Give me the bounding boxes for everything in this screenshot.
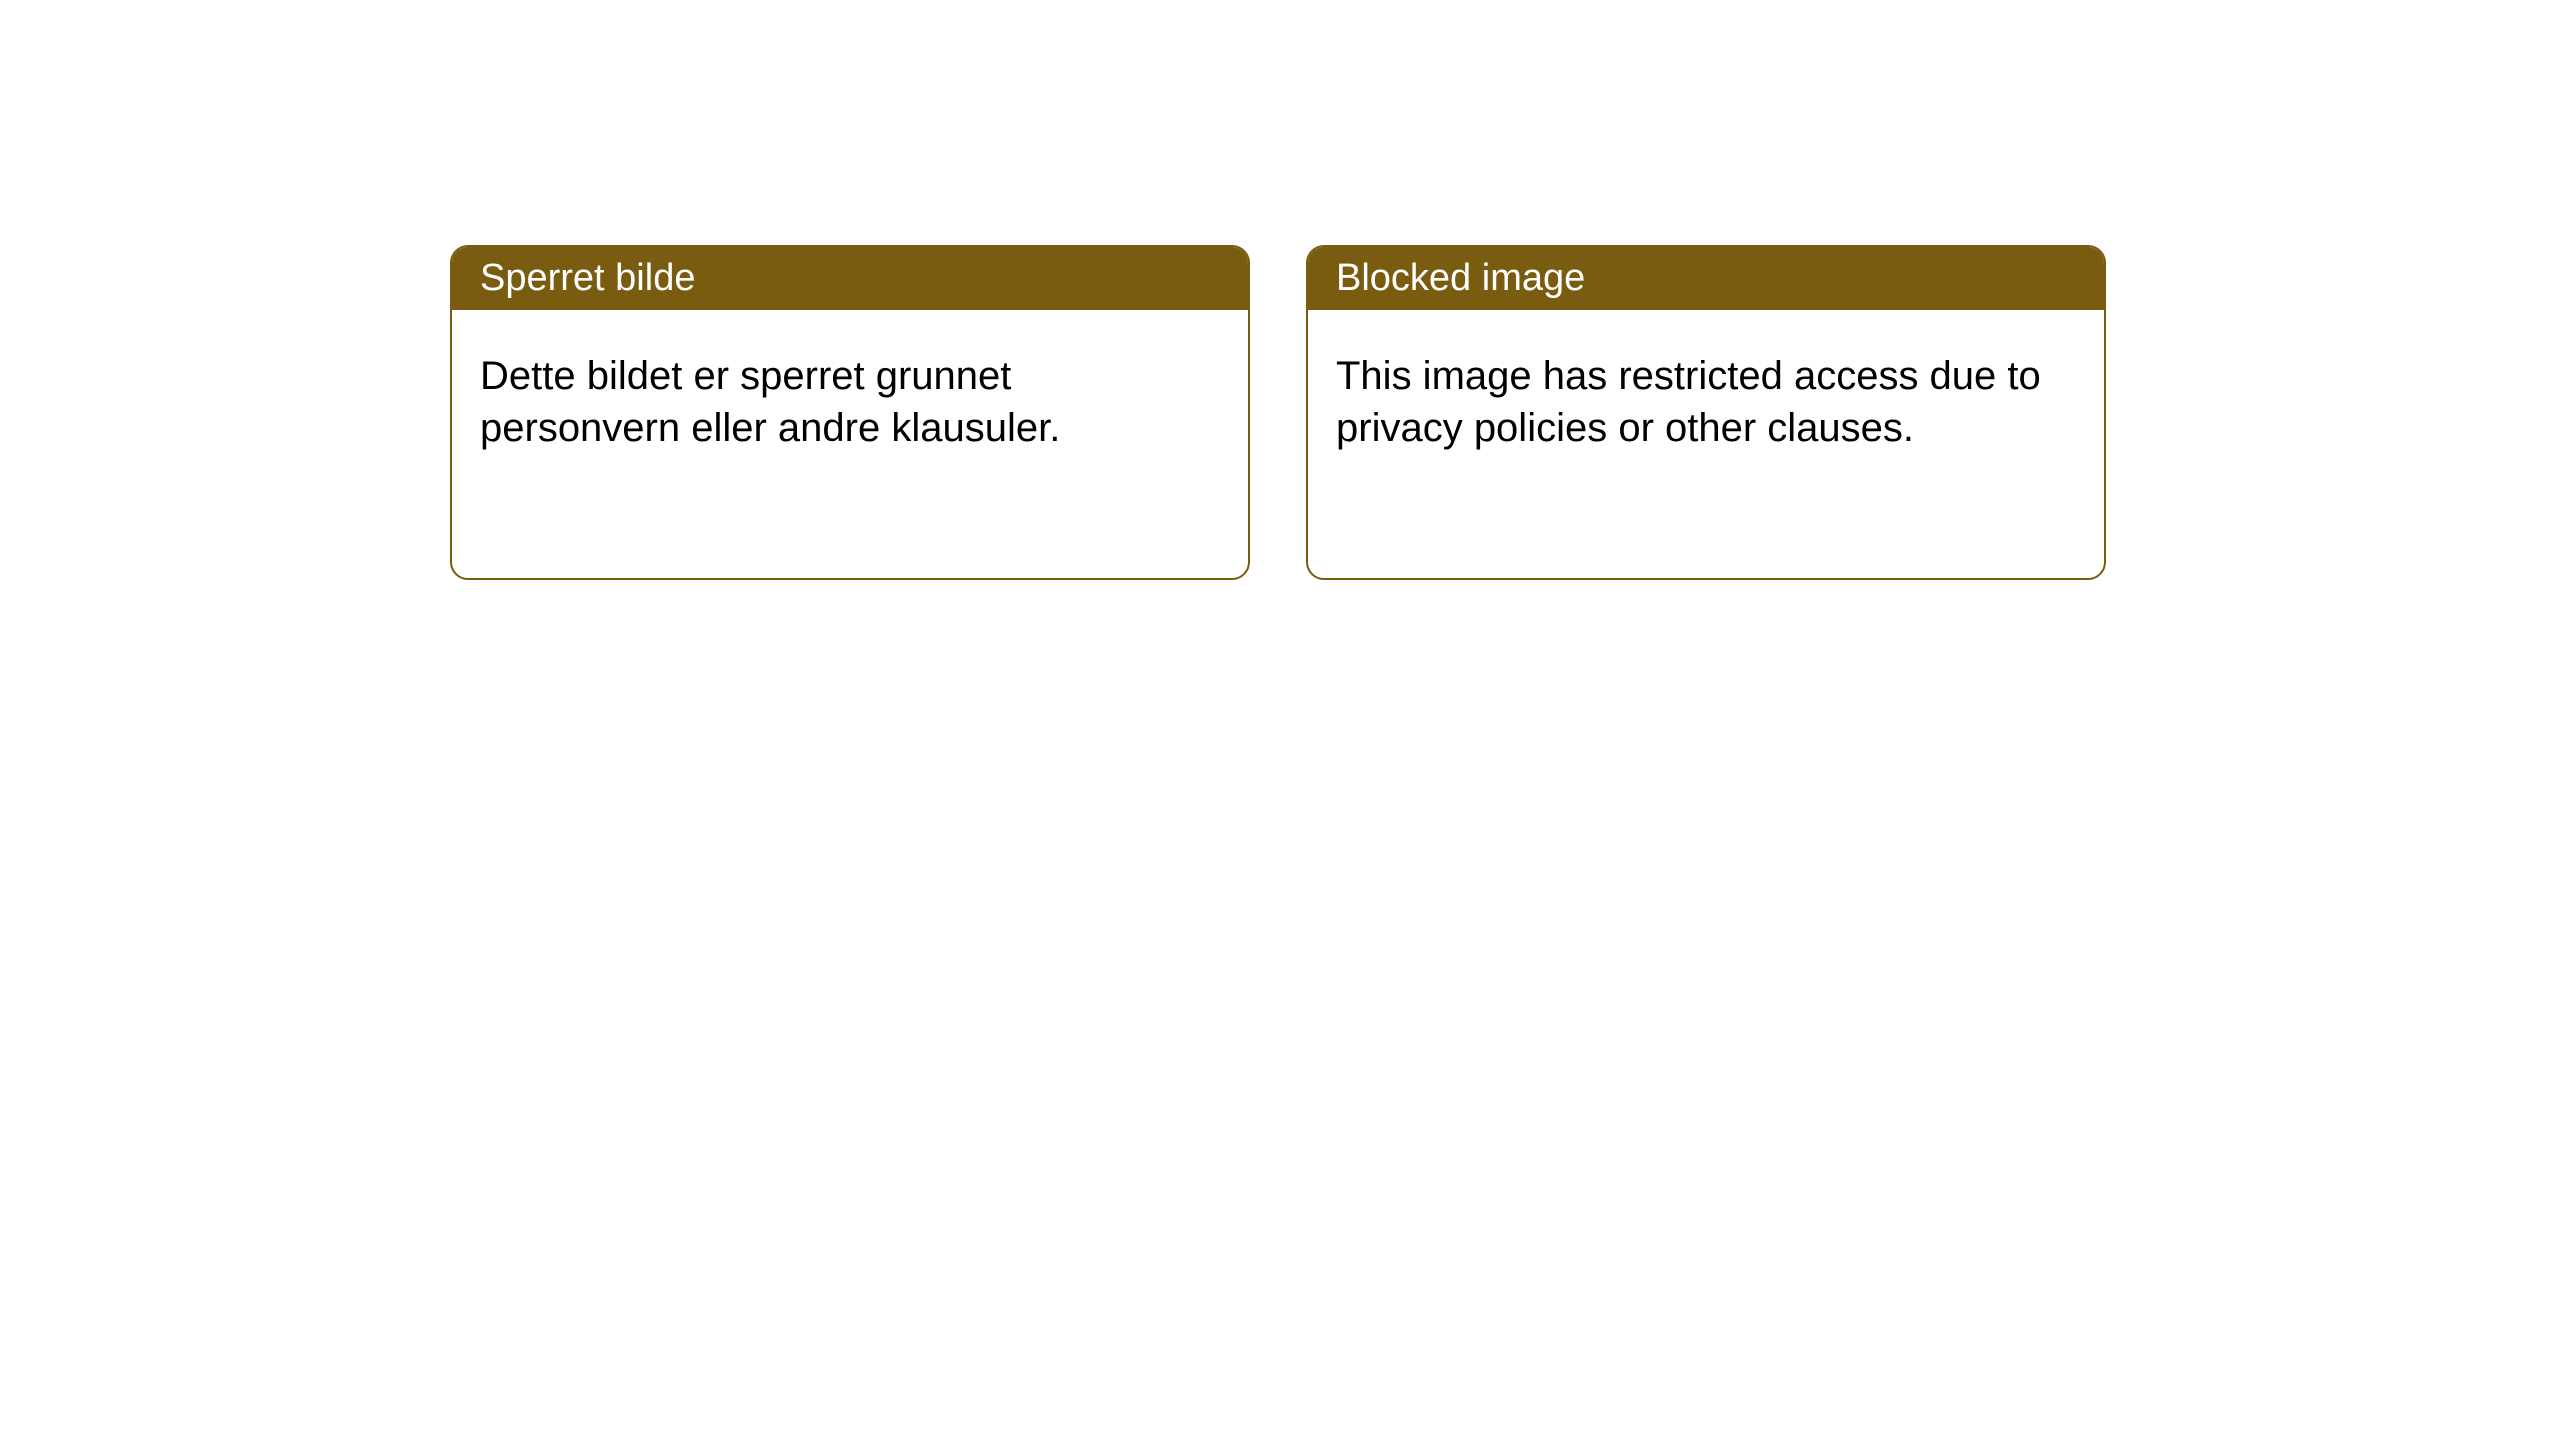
notice-title: Blocked image — [1308, 247, 2104, 310]
notice-card-english: Blocked image This image has restricted … — [1306, 245, 2106, 580]
notice-container: Sperret bilde Dette bildet er sperret gr… — [0, 0, 2560, 580]
notice-body: This image has restricted access due to … — [1308, 310, 2104, 494]
notice-body: Dette bildet er sperret grunnet personve… — [452, 310, 1248, 494]
notice-title: Sperret bilde — [452, 247, 1248, 310]
notice-card-norwegian: Sperret bilde Dette bildet er sperret gr… — [450, 245, 1250, 580]
